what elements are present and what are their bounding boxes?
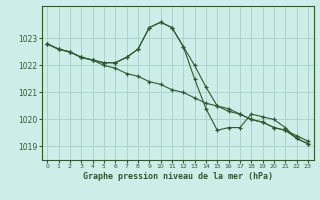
X-axis label: Graphe pression niveau de la mer (hPa): Graphe pression niveau de la mer (hPa) (83, 172, 273, 181)
